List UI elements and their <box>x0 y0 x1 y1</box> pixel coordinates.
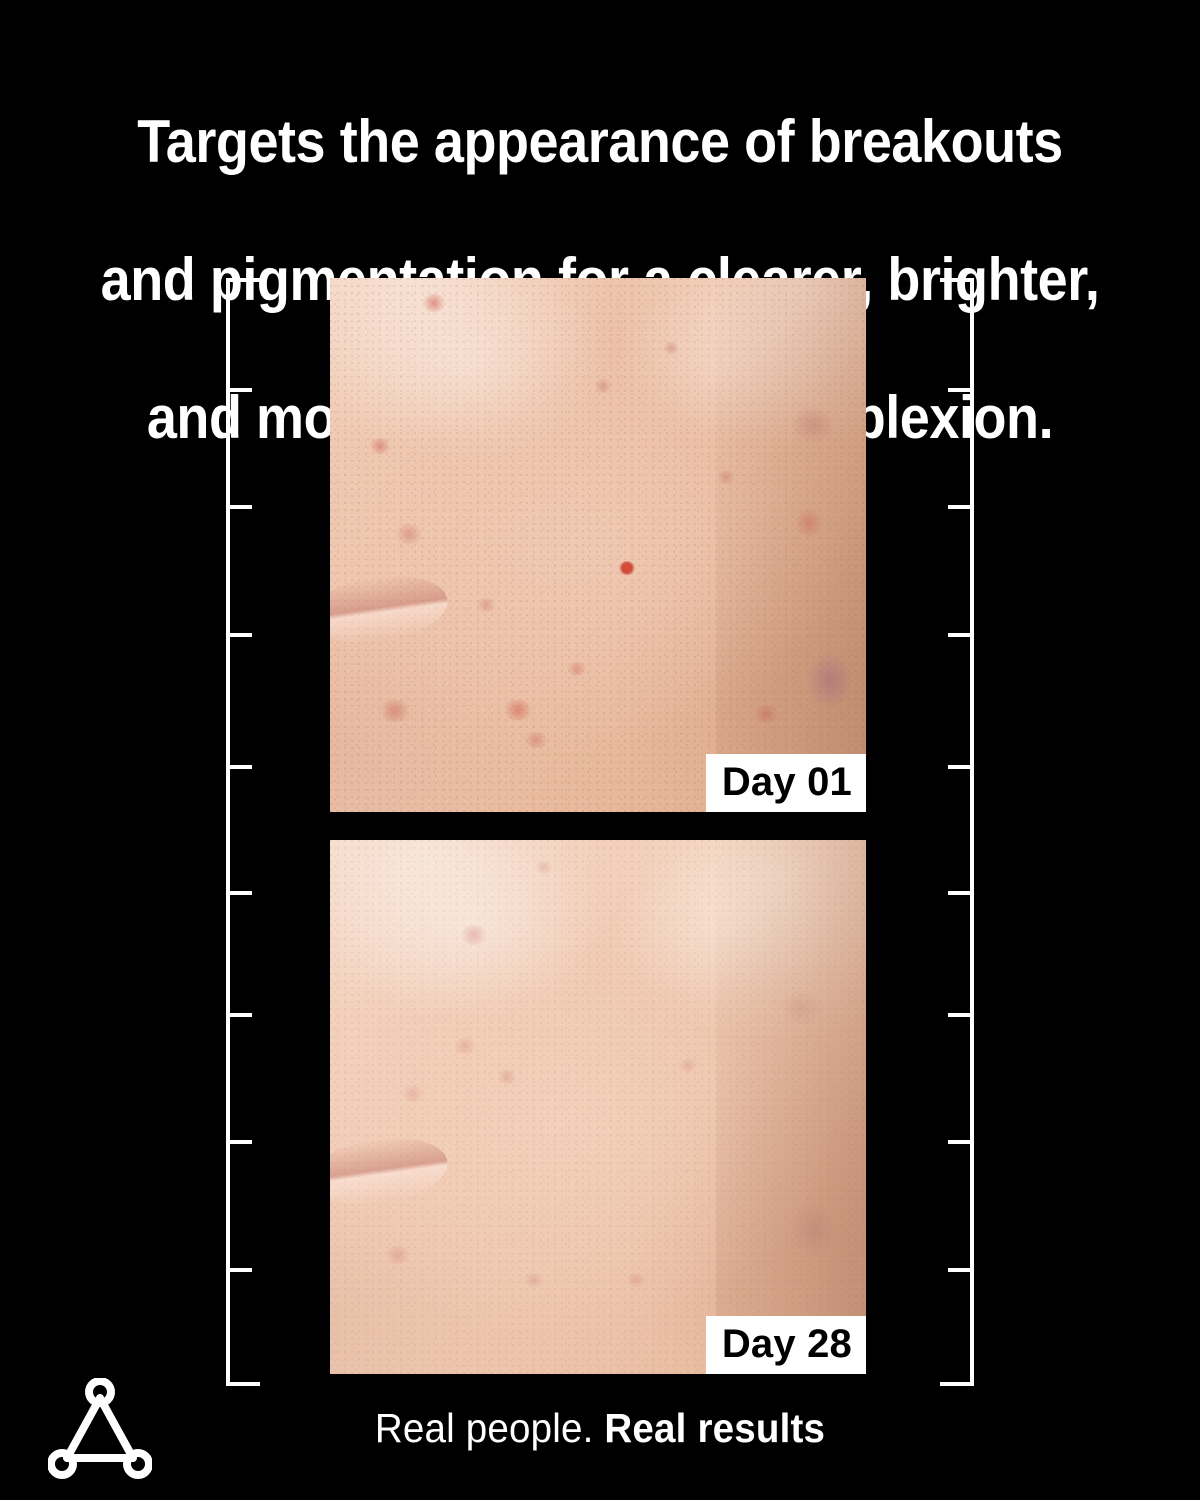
skin-closeup-after <box>330 840 866 1374</box>
bracket-spine-left <box>226 278 230 1386</box>
headline-line-1: Targets the appearance of breakouts <box>137 108 1063 175</box>
before-photo: Day 01 <box>330 278 866 812</box>
blemish-macule <box>796 507 823 538</box>
blemish-macule <box>592 379 613 394</box>
blemish-macule <box>378 699 413 722</box>
blemish-macule <box>522 731 549 748</box>
blemish-macule-faded <box>533 861 554 875</box>
blemish-macule <box>394 523 425 544</box>
skin-base-tone <box>330 278 866 812</box>
skin-base-tone <box>330 840 866 1374</box>
blemish-macule-faded <box>678 1058 699 1072</box>
blemish-macule-faded <box>458 925 489 946</box>
after-photo: Day 28 <box>330 840 866 1374</box>
skin-highlight-sheen <box>330 278 866 812</box>
jawline-shadow <box>715 840 866 1374</box>
bracket-tick-left-9 <box>226 1382 260 1386</box>
measurement-bracket-left <box>226 278 272 1386</box>
before-day-label: Day 01 <box>705 754 866 812</box>
bracket-tick-left-7 <box>226 1140 252 1144</box>
bracket-tick-left-6 <box>226 1013 252 1017</box>
skin-highlight-sheen <box>330 840 866 1374</box>
jawline-shadow <box>715 278 866 812</box>
blemish-macule <box>367 438 392 455</box>
tagline-bold-part: Real results <box>604 1405 826 1451</box>
blemish-macule-faded <box>383 1245 412 1264</box>
blemish-cluster-after <box>330 840 866 1374</box>
blemish-macule-faded <box>624 1272 647 1287</box>
blemish-papule-active <box>619 561 636 576</box>
triangle-molecule-logo-icon <box>48 1378 152 1479</box>
bracket-tick-right-2 <box>948 505 974 509</box>
bracket-tick-right-4 <box>948 765 974 769</box>
pigmentation-patch-faded <box>780 989 823 1026</box>
blemish-cluster-before <box>330 278 866 812</box>
bracket-spine-right <box>970 278 974 1386</box>
tagline-light-part: Real people. <box>374 1405 594 1451</box>
bracket-tick-right-3 <box>948 633 974 637</box>
bracket-tick-left-5 <box>226 891 252 895</box>
blemish-macule <box>753 705 780 724</box>
blemish-macule <box>662 342 681 355</box>
blemish-macule <box>501 699 534 720</box>
blemish-macule <box>565 662 588 677</box>
skin-closeup-before <box>330 278 866 812</box>
bracket-tick-right-0 <box>940 278 974 282</box>
footer-tagline: Real people. Real results <box>36 1404 1164 1452</box>
bracket-tick-left-0 <box>226 278 260 282</box>
pigmentation-patch <box>790 406 835 445</box>
measurement-bracket-right <box>928 278 974 1386</box>
bracket-tick-left-4 <box>226 765 252 769</box>
bracket-tick-right-6 <box>948 1013 974 1017</box>
blemish-macule <box>474 598 497 613</box>
bracket-tick-left-3 <box>226 633 252 637</box>
bracket-tick-left-1 <box>226 388 252 392</box>
bracket-tick-left-8 <box>226 1268 252 1272</box>
skin-pore-texture <box>330 840 866 1374</box>
bracket-tick-right-5 <box>948 891 974 895</box>
blemish-macule <box>421 294 448 313</box>
after-day-label: Day 28 <box>705 1316 866 1374</box>
bracket-tick-right-7 <box>948 1140 974 1144</box>
blemish-macule <box>715 470 736 485</box>
blemish-macule-faded <box>399 1085 426 1102</box>
blemish-macule-faded <box>522 1272 545 1287</box>
bracket-tick-right-9 <box>940 1382 974 1386</box>
bracket-tick-left-2 <box>226 505 252 509</box>
pigmentation-patch <box>807 651 854 708</box>
blemish-macule-faded <box>496 1069 519 1084</box>
bracket-tick-right-1 <box>948 388 974 392</box>
blemish-macule-faded <box>453 1037 478 1054</box>
pigmentation-patch-faded <box>790 1203 837 1258</box>
bracket-tick-right-8 <box>948 1268 974 1272</box>
skin-pore-texture <box>330 278 866 812</box>
